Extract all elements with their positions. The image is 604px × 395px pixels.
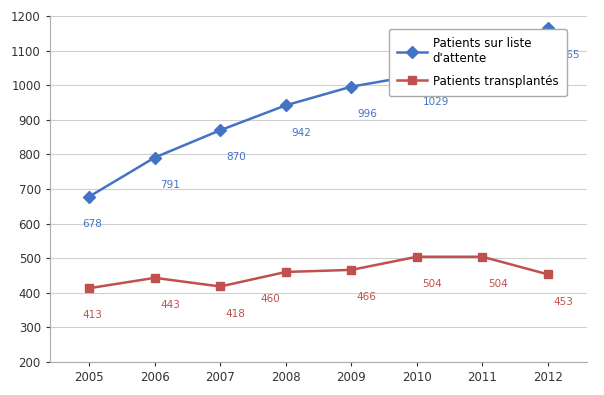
Text: 870: 870 <box>226 152 246 162</box>
Patients transplantés <box>151 275 158 280</box>
Legend: Patients sur liste
d'attente, Patients transplantés: Patients sur liste d'attente, Patients t… <box>389 29 567 96</box>
Text: 418: 418 <box>226 309 246 319</box>
Patients sur liste
d'attente <box>413 73 420 77</box>
Text: 1165: 1165 <box>553 51 580 60</box>
Patients sur liste
d'attente <box>86 194 93 199</box>
Patients transplantés <box>282 270 289 275</box>
Patients transplantés <box>86 286 93 291</box>
Patients sur liste
d'attente <box>479 57 486 62</box>
Text: 460: 460 <box>261 294 281 304</box>
Text: 996: 996 <box>357 109 377 119</box>
Patients sur liste
d'attente <box>348 84 355 89</box>
Text: 504: 504 <box>488 279 508 289</box>
Text: 443: 443 <box>160 300 180 310</box>
Text: 791: 791 <box>160 180 180 190</box>
Patients sur liste
d'attente <box>544 26 551 30</box>
Line: Patients transplantés: Patients transplantés <box>85 252 552 292</box>
Patients transplantés <box>479 254 486 259</box>
Patients sur liste
d'attente <box>151 155 158 160</box>
Patients transplantés <box>217 284 224 289</box>
Text: 466: 466 <box>357 292 377 302</box>
Patients sur liste
d'attente <box>217 128 224 133</box>
Patients transplantés <box>413 254 420 259</box>
Patients transplantés <box>348 267 355 272</box>
Patients sur liste
d'attente <box>282 103 289 108</box>
Text: 453: 453 <box>553 297 573 307</box>
Text: 1029: 1029 <box>422 98 449 107</box>
Text: 1074: 1074 <box>488 82 515 92</box>
Text: 942: 942 <box>291 128 311 137</box>
Line: Patients sur liste
d'attente: Patients sur liste d'attente <box>85 24 552 201</box>
Text: 678: 678 <box>82 219 102 229</box>
Text: 504: 504 <box>422 279 442 289</box>
Text: 413: 413 <box>82 310 102 320</box>
Patients transplantés <box>544 272 551 277</box>
